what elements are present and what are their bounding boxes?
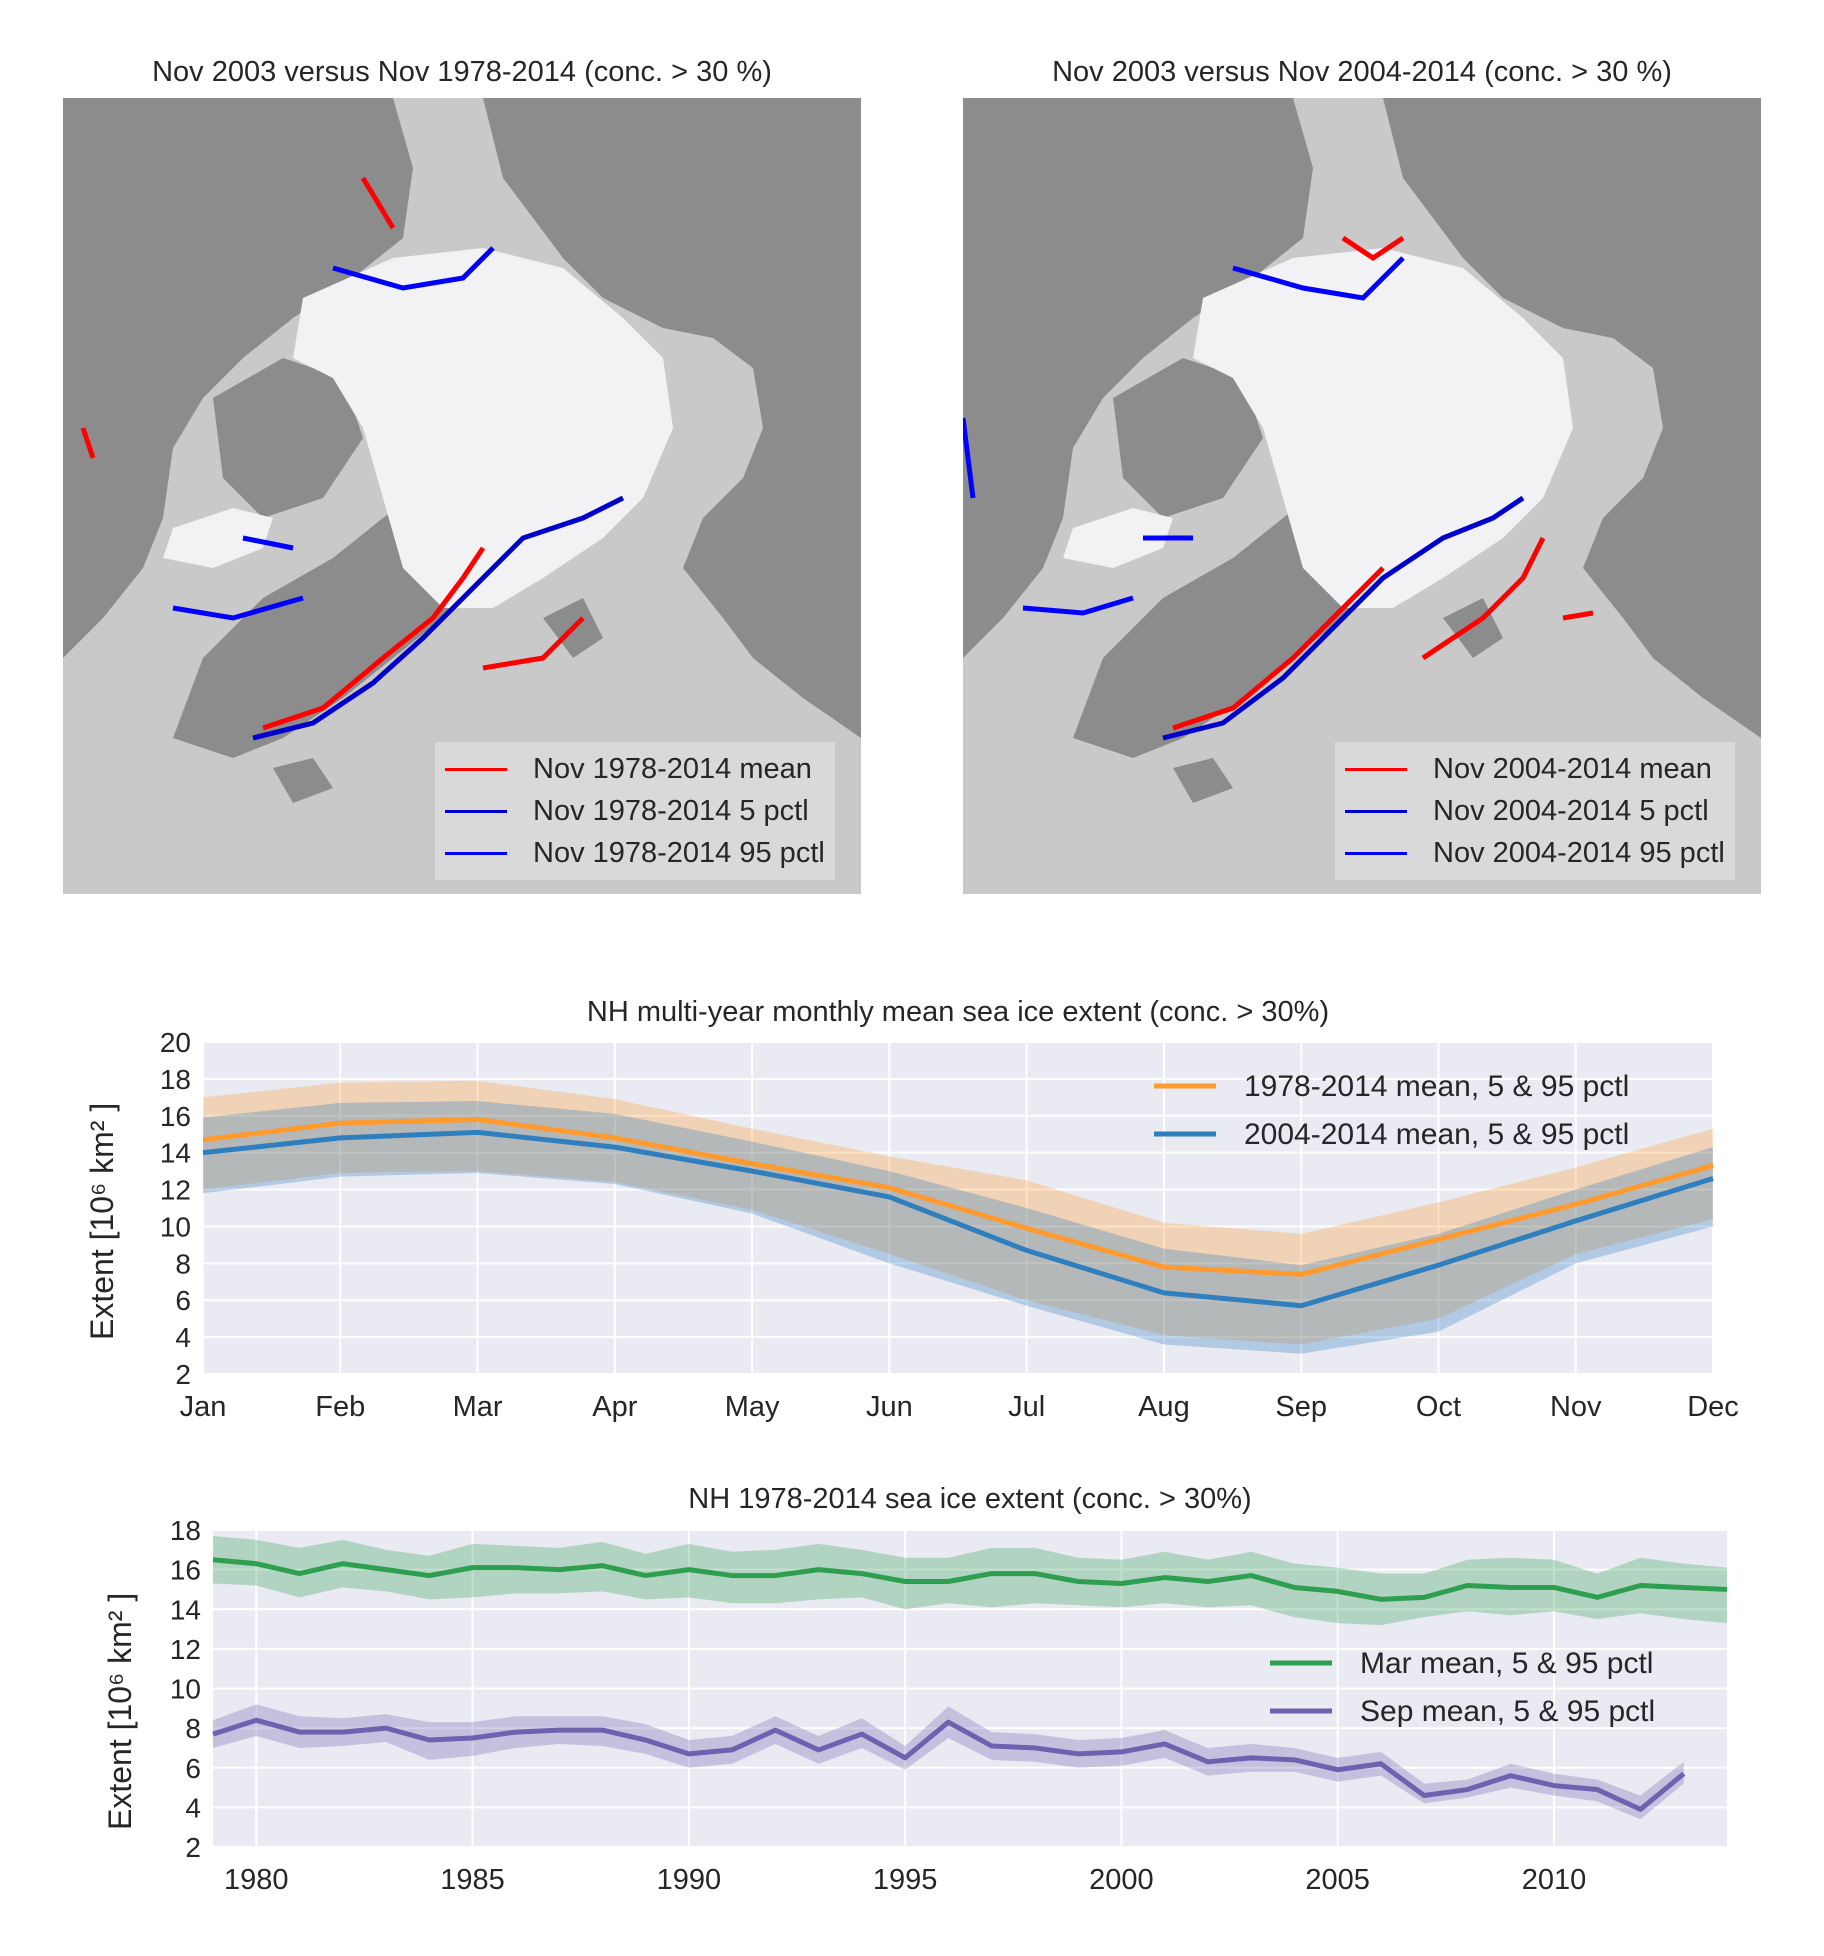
contour-95pctl <box>172 246 495 621</box>
y-tick-label: 8 <box>175 1248 191 1279</box>
land-iceland <box>1173 758 1233 803</box>
y-tick-label: 18 <box>170 1515 201 1546</box>
y-tick-label: 8 <box>185 1713 201 1744</box>
series-line <box>212 1557 1728 1602</box>
series-band <box>213 1704 1684 1820</box>
land-north-america <box>63 98 413 658</box>
x-tick-label: Dec <box>1687 1391 1739 1423</box>
land-archipelago <box>1113 358 1263 518</box>
y-tick-label: 10 <box>160 1211 191 1242</box>
legend-swatch-blue <box>445 851 507 855</box>
chart-1: 2 4 6 8 10 12 14 16 18 20 Jan Feb Mar Apr May Jun Jul Aug… <box>160 1027 1739 1423</box>
x-tick-label: Jun <box>866 1391 913 1423</box>
contour-5pctl <box>1162 495 1525 741</box>
chart-2: 2 4 6 8 10 12 14 16 18 1980 1985 1990 1995 2000 2005 20… <box>170 1515 1728 1896</box>
contour-mean <box>1172 536 1546 731</box>
land-north-america <box>963 98 1313 658</box>
y-tick-label: 4 <box>185 1792 201 1823</box>
x-tick-label: 1980 <box>224 1864 289 1896</box>
map-1-title: Nov 2003 versus Nov 1978-2014 (conc. > 3… <box>152 56 772 88</box>
legend-swatch-blue <box>445 809 507 813</box>
legend-swatch-blue <box>1345 809 1407 813</box>
legend-label: Sep mean, 5 & 95 pctl <box>1360 1695 1655 1728</box>
legend-swatch-red <box>1345 767 1407 771</box>
series-band <box>213 1535 1727 1626</box>
x-tick-label: May <box>725 1391 780 1423</box>
legend-item: Nov 2004-2014 95 pctl <box>1345 832 1725 874</box>
x-tick-label: Feb <box>315 1391 365 1423</box>
legend-label: Nov 1978-2014 95 pctl <box>533 836 825 869</box>
legend-label: Nov 1978-2014 mean <box>533 752 812 785</box>
map-2-legend: Nov 2004-2014 mean Nov 2004-2014 5 pctl … <box>1335 742 1735 880</box>
legend-swatch-red <box>445 767 507 771</box>
legend-item: Nov 1978-2014 95 pctl <box>445 832 825 874</box>
map-1-legend: Nov 1978-2014 mean Nov 1978-2014 5 pctl … <box>435 742 835 880</box>
map-2-drawing <box>963 98 1761 803</box>
x-tick-label: 2010 <box>1522 1864 1587 1896</box>
legend-item: Nov 1978-2014 5 pctl <box>445 790 825 832</box>
y-tick-label: 10 <box>170 1674 201 1705</box>
land-eurasia <box>1383 98 1761 738</box>
legend-label: Nov 2004-2014 95 pctl <box>1433 836 1725 869</box>
x-tick-label: 2000 <box>1089 1864 1154 1896</box>
series-line <box>212 1717 1686 1812</box>
series-line <box>202 1116 1714 1277</box>
x-tick-label: 1990 <box>657 1864 722 1896</box>
land-eurasia <box>483 98 861 738</box>
series-line <box>202 1129 1714 1309</box>
y-tick-label: 16 <box>160 1101 191 1132</box>
y-tick-label: 2 <box>185 1832 201 1863</box>
x-tick-label: 2005 <box>1305 1864 1370 1896</box>
x-tick-label: 1995 <box>873 1864 938 1896</box>
x-tick-label: 1985 <box>440 1864 505 1896</box>
legend-label: Nov 2004-2014 mean <box>1433 752 1712 785</box>
y-tick-label: 14 <box>160 1138 191 1169</box>
x-tick-label: Nov <box>1550 1391 1602 1423</box>
contour-95pctl <box>963 256 1405 616</box>
contour-5pctl <box>252 495 625 741</box>
land-archipelago <box>213 358 363 518</box>
contour-mean-2 <box>1341 235 1594 621</box>
land-iceland <box>273 758 333 803</box>
x-tick-label: Apr <box>592 1391 637 1423</box>
y-tick-label: 12 <box>160 1175 191 1206</box>
map-1: Nov 1978-2014 mean Nov 1978-2014 5 pctl … <box>63 98 861 894</box>
contour-mean <box>262 546 486 731</box>
legend-swatch-blue <box>1345 851 1407 855</box>
legend-item: Nov 1978-2014 mean <box>445 748 825 790</box>
y-tick-label: 18 <box>160 1064 191 1095</box>
y-tick-label: 6 <box>175 1285 191 1316</box>
x-tick-label: Sep <box>1275 1391 1327 1423</box>
legend-label: Nov 2004-2014 5 pctl <box>1433 794 1709 827</box>
y-tick-label: 2 <box>175 1359 191 1390</box>
y-tick-label: 14 <box>170 1594 201 1625</box>
y-tick-label: 4 <box>175 1322 191 1353</box>
legend-label: Nov 1978-2014 5 pctl <box>533 794 809 827</box>
legend-item: Nov 2004-2014 mean <box>1345 748 1725 790</box>
sea-ice-hudson <box>163 508 273 568</box>
x-tick-label: Mar <box>453 1391 503 1423</box>
y-tick-label: 16 <box>170 1555 201 1586</box>
map-2-title: Nov 2003 versus Nov 2004-2014 (conc. > 3… <box>1052 56 1672 88</box>
y-tick-label: 20 <box>160 1027 191 1058</box>
sea-ice <box>1193 248 1573 608</box>
sea-ice-hudson <box>1063 508 1173 568</box>
chart-1-title: NH multi-year monthly mean sea ice exten… <box>586 996 1330 1028</box>
y-tick-label: 6 <box>185 1753 201 1784</box>
y-tick-label: 12 <box>170 1634 201 1665</box>
x-tick-label: Aug <box>1138 1391 1190 1423</box>
x-tick-label: Jul <box>1008 1391 1045 1423</box>
x-tick-label: Oct <box>1416 1391 1461 1423</box>
chart-2-title: NH 1978-2014 sea ice extent (conc. > 30%… <box>688 1483 1252 1515</box>
map-2: Nov 2004-2014 mean Nov 2004-2014 5 pctl … <box>963 98 1761 894</box>
x-tick-label: Jan <box>180 1391 227 1423</box>
contour-mean-2 <box>80 176 585 671</box>
legend-label: 2004-2014 mean, 5 & 95 pctl <box>1244 1118 1629 1151</box>
legend-label: 1978-2014 mean, 5 & 95 pctl <box>1244 1070 1629 1103</box>
legend-item: Nov 2004-2014 5 pctl <box>1345 790 1725 832</box>
series-band <box>203 1101 1713 1354</box>
map-1-drawing <box>63 98 861 803</box>
legend-label: Mar mean, 5 & 95 pctl <box>1360 1647 1653 1680</box>
series-band <box>203 1080 1713 1345</box>
